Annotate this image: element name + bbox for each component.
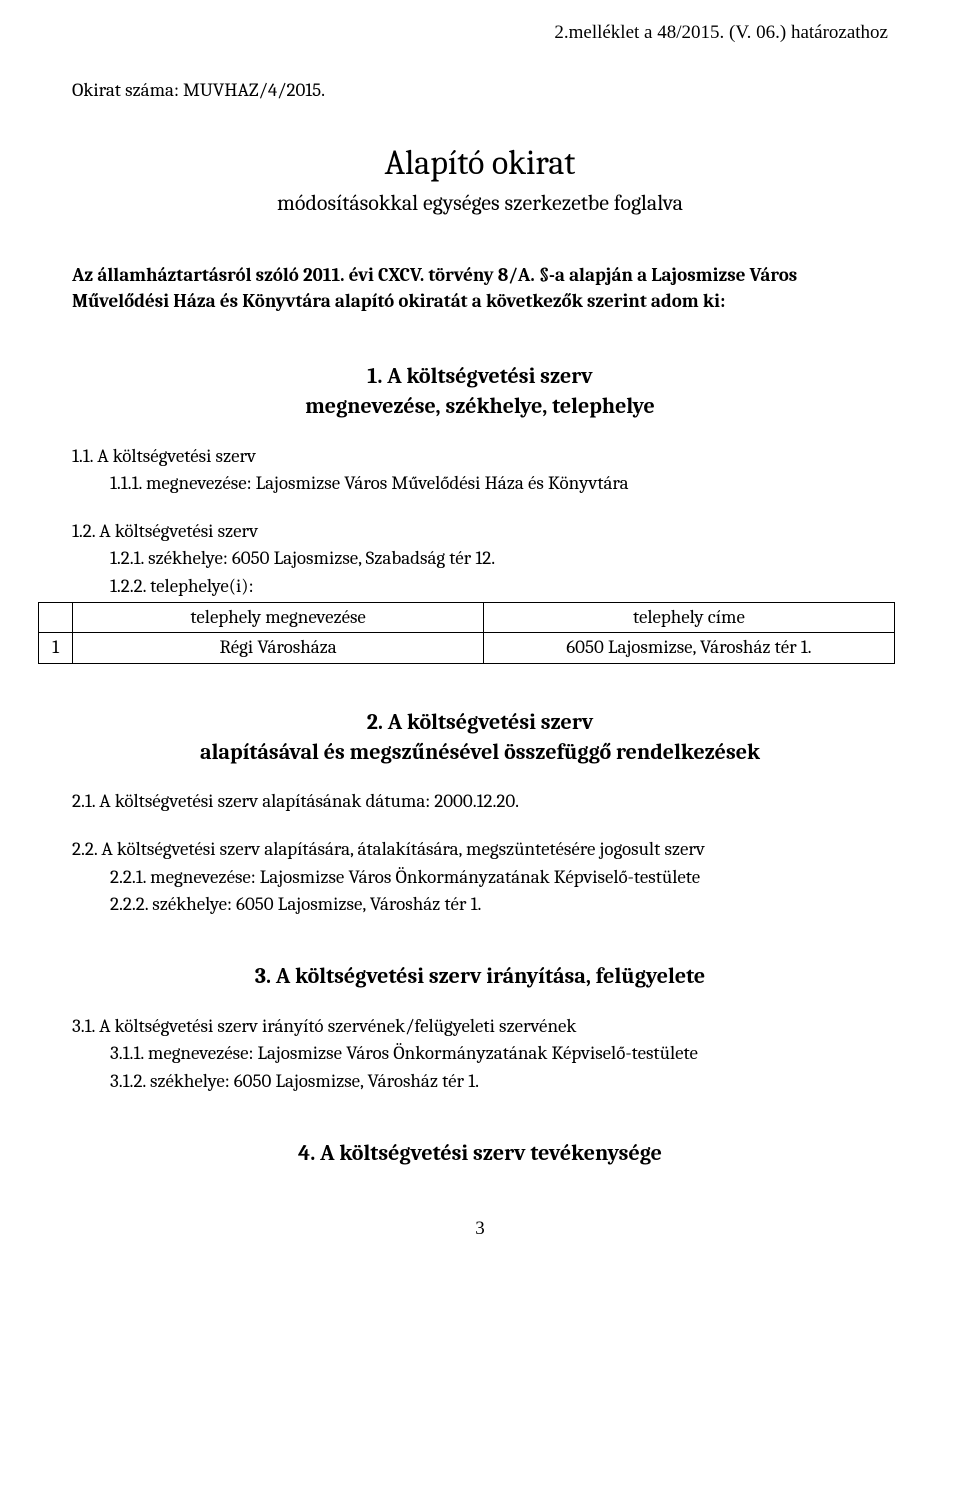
- table-head-empty: [39, 602, 73, 633]
- clause-1-2-2: 1.2.2. telephelye(i):: [72, 574, 888, 600]
- table-cell-name: Régi Városháza: [73, 633, 484, 664]
- table-head-name: telephely megnevezése: [73, 602, 484, 633]
- section-2-heading-line2: alapításával és megszűnésével összefüggő…: [200, 739, 760, 765]
- clause-2-1-block: 2.1. A költségvetési szerv alapításának …: [72, 789, 888, 815]
- section-3-heading: 3. A költségvetési szerv irányítása, fel…: [72, 962, 888, 992]
- clause-2-2: 2.2. A költségvetési szerv alapítására, …: [72, 837, 888, 863]
- clause-3-1-block: 3.1. A költségvetési szerv irányító szer…: [72, 1014, 888, 1095]
- subtitle: módosításokkal egységes szerkezetbe fogl…: [72, 189, 888, 219]
- telephely-table: telephely megnevezése telephely címe 1 R…: [38, 602, 895, 664]
- document-number: Okirat száma: MUVHAZ/4/2015.: [72, 78, 888, 104]
- clause-1-1: 1.1. A költségvetési szerv: [72, 444, 888, 470]
- clause-3-1: 3.1. A költségvetési szerv irányító szer…: [72, 1014, 888, 1040]
- section-1-heading: 1. A költségvetési szerv megnevezése, sz…: [72, 362, 888, 421]
- clause-2-2-block: 2.2. A költségvetési szerv alapítására, …: [72, 837, 888, 918]
- clause-1-2-1: 1.2.1. székhelye: 6050 Lajosmizse, Szaba…: [72, 546, 888, 572]
- clause-1-1-block: 1.1. A költségvetési szerv 1.1.1. megnev…: [72, 444, 888, 497]
- clause-1-1-1: 1.1.1. megnevezése: Lajosmizse Város Műv…: [72, 471, 888, 497]
- page-number: 3: [72, 1216, 888, 1242]
- section-4-heading: 4. A költségvetési szerv tevékenysége: [72, 1139, 888, 1169]
- clause-3-1-2: 3.1.2. székhelye: 6050 Lajosmizse, Város…: [72, 1069, 888, 1095]
- section-2-heading-line1: 2. A költségvetési szerv: [367, 709, 594, 735]
- clause-2-1: 2.1. A költségvetési szerv alapításának …: [72, 789, 888, 815]
- clause-1-2: 1.2. A költségvetési szerv: [72, 519, 888, 545]
- clause-3-1-1: 3.1.1. megnevezése: Lajosmizse Város Önk…: [72, 1041, 888, 1067]
- table-cell-idx: 1: [39, 633, 73, 664]
- section-1-heading-line1: 1. A költségvetési szerv: [367, 363, 592, 389]
- table-cell-addr: 6050 Lajosmizse, Városház tér 1.: [484, 633, 895, 664]
- clause-1-2-block: 1.2. A költségvetési szerv 1.2.1. székhe…: [72, 519, 888, 664]
- clause-2-2-1: 2.2.1. megnevezése: Lajosmizse Város Önk…: [72, 865, 888, 891]
- table-row: 1 Régi Városháza 6050 Lajosmizse, Városh…: [39, 633, 895, 664]
- attachment-note: 2.melléklet a 48/2015. (V. 06.) határoza…: [72, 20, 888, 46]
- intro-paragraph: Az államháztartásról szóló 2011. évi CXC…: [72, 263, 888, 314]
- table-head-addr: telephely címe: [484, 602, 895, 633]
- clause-2-2-2: 2.2.2. székhelye: 6050 Lajosmizse, Város…: [72, 892, 888, 918]
- section-1-heading-line2: megnevezése, székhelye, telephelye: [305, 393, 655, 419]
- section-2-heading: 2. A költségvetési szerv alapításával és…: [72, 708, 888, 767]
- main-title: Alapító okirat: [72, 141, 888, 187]
- table-header-row: telephely megnevezése telephely címe: [39, 602, 895, 633]
